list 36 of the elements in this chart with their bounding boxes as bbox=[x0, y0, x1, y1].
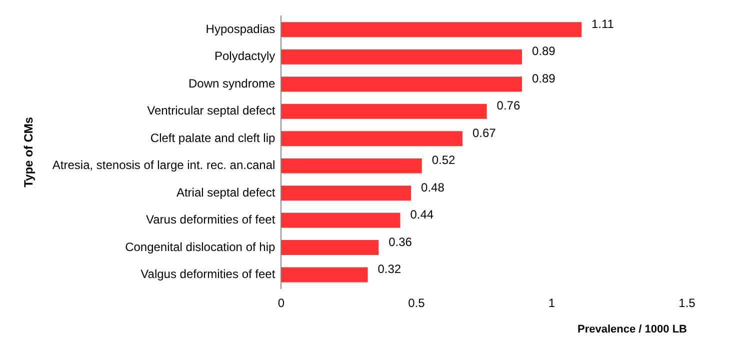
data-label: 0.89 bbox=[532, 44, 556, 58]
bar bbox=[281, 158, 422, 174]
x-tick-label: 1 bbox=[548, 296, 556, 310]
bar bbox=[281, 76, 522, 92]
bar bbox=[281, 104, 487, 119]
y-tick-label: Polydactyly bbox=[214, 49, 276, 64]
y-tick-label: Atresia, stenosis of large int. rec. an.canal bbox=[52, 158, 276, 172]
data-label: 0.32 bbox=[378, 262, 402, 276]
bar bbox=[281, 49, 522, 64]
data-label: 0.44 bbox=[410, 208, 434, 222]
y-axis-title: Type of CMs bbox=[22, 116, 36, 188]
data-label: 0.36 bbox=[388, 234, 412, 249]
x-axis-title: Prevalence / 1000 LB bbox=[578, 323, 688, 336]
y-tick-label: Valgus deformities of feet bbox=[140, 267, 276, 282]
y-tick-label: Congenital dislocation of hip bbox=[125, 240, 276, 254]
bar bbox=[281, 240, 379, 256]
y-tick-label: Hypospadias bbox=[206, 22, 276, 36]
data-label: 0.48 bbox=[421, 180, 445, 194]
bar bbox=[281, 131, 462, 146]
x-tick-label: 1.5 bbox=[678, 296, 696, 310]
bar bbox=[281, 186, 412, 201]
x-tick-label: 0 bbox=[278, 296, 285, 310]
data-label: 0.89 bbox=[532, 71, 556, 86]
bar bbox=[281, 267, 368, 282]
y-tick-label: Down syndrome bbox=[188, 76, 276, 90]
y-tick-label: Cleft palate and cleft lip bbox=[150, 130, 276, 145]
x-tick-label: 0.5 bbox=[408, 296, 426, 310]
bar bbox=[281, 212, 400, 228]
data-label: 0.67 bbox=[472, 126, 496, 140]
data-label: 0.76 bbox=[496, 98, 520, 113]
data-label: 1.11 bbox=[591, 16, 614, 31]
y-tick-label: Atrial septal defect bbox=[176, 185, 276, 200]
y-tick-label: Ventricular septal defect bbox=[147, 104, 276, 118]
bar bbox=[281, 22, 582, 38]
y-tick-label: Varus deformities of feet bbox=[146, 212, 276, 227]
data-label: 0.52 bbox=[432, 153, 456, 168]
